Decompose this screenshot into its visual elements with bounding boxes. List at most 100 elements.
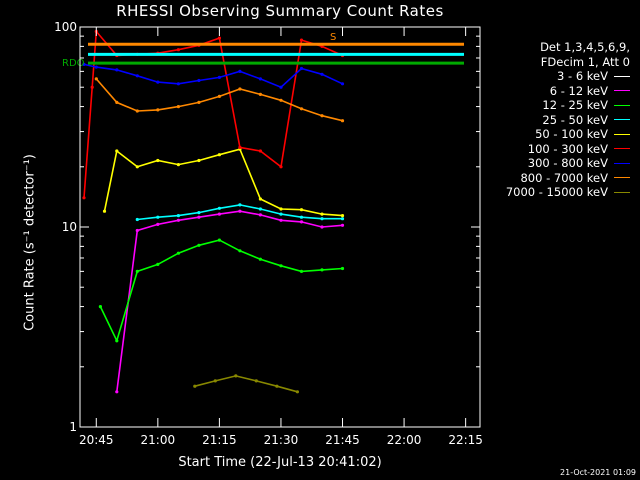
legend-swatch — [614, 148, 630, 150]
series-2-point — [156, 262, 160, 266]
legend-entry: 50 - 100 keV — [480, 127, 630, 142]
series-3-point — [238, 203, 242, 207]
x-tick-label: 21:45 — [325, 433, 360, 447]
series-7-point — [279, 98, 283, 102]
legend-label: 300 - 800 keV — [527, 156, 608, 170]
series-6-point — [258, 77, 262, 81]
series-4-point — [102, 209, 107, 213]
legend-entry: 7000 - 15000 keV — [480, 185, 630, 200]
x-tick-label: 21:00 — [141, 433, 176, 447]
series-1-point — [115, 390, 119, 394]
series-7-point — [94, 77, 98, 81]
series-3-point — [156, 215, 160, 219]
legend-header-line-2: FDecim 1, Att 0 — [540, 54, 630, 69]
timestamp: 21-Oct-2021 01:09 — [560, 468, 636, 477]
series-line-5 — [83, 29, 343, 198]
series-4-point — [299, 208, 304, 212]
series-6-point — [82, 62, 86, 66]
series-4-point — [135, 165, 139, 169]
legend-swatch — [614, 191, 630, 193]
series-4-point — [340, 214, 345, 218]
series-6-point — [299, 66, 304, 71]
series-1-point — [299, 220, 304, 224]
series-3-point — [320, 217, 324, 221]
series-1-point — [217, 212, 221, 216]
legend-entry: 6 - 12 keV — [480, 84, 630, 99]
series-7-point — [115, 100, 119, 104]
chart-title: RHESSI Observing Summary Count Rates — [116, 2, 444, 20]
series-6-point — [94, 65, 98, 69]
series-0-point — [238, 309, 242, 313]
series-2-point — [135, 269, 139, 273]
series-line-2 — [99, 239, 343, 343]
legend-swatch — [614, 104, 630, 106]
series-0-point — [279, 330, 283, 334]
legend-entry: 300 - 800 keV — [480, 156, 630, 171]
series-2-point — [217, 238, 221, 242]
series-3-point — [197, 211, 201, 215]
series-1-point — [238, 209, 242, 213]
series-5-point — [238, 145, 242, 149]
series-7-point — [135, 109, 139, 113]
series-3-point — [217, 206, 221, 210]
series-2-point — [238, 249, 242, 253]
series-7-point — [156, 108, 160, 112]
series-2-point — [197, 243, 201, 247]
series-6-point — [320, 72, 324, 76]
y-tick-label: 10 — [62, 220, 77, 234]
series-line-1 — [116, 210, 343, 392]
legend-label: 800 - 7000 keV — [520, 170, 608, 185]
series-5-point — [176, 48, 180, 52]
x-tick-label: 22:00 — [387, 433, 422, 447]
series-0-point — [299, 324, 304, 328]
x-tick-label: 20:45 — [79, 433, 114, 447]
series-2-point — [299, 269, 304, 273]
series-8-point — [295, 390, 299, 394]
series-5-point — [258, 149, 262, 153]
series-8-point — [193, 384, 197, 388]
series-3-point — [340, 217, 345, 221]
y-tick-label: 1 — [69, 420, 77, 434]
legend-swatch — [614, 75, 630, 77]
series-7-point — [238, 87, 242, 91]
legend-entry: 25 - 50 keV — [480, 113, 630, 128]
series-5-point — [299, 38, 304, 42]
series-0-point — [340, 314, 345, 318]
series-6-point — [238, 69, 242, 73]
series-3-point — [135, 217, 139, 222]
series-8-point — [213, 379, 217, 383]
x-tick-label: 21:30 — [264, 433, 299, 447]
series-1-point — [320, 225, 324, 229]
series-7-point — [217, 94, 221, 98]
series-4-point — [217, 153, 221, 157]
x-tick-label: 21:15 — [202, 433, 237, 447]
legend-label: 6 - 12 keV — [549, 83, 608, 98]
series-1-point — [340, 223, 345, 227]
legend-entry: 12 - 25 keV — [480, 98, 630, 113]
series-7-point — [197, 100, 201, 104]
series-3-point — [299, 215, 304, 219]
series-6-point — [340, 82, 345, 86]
series-4-point — [156, 158, 160, 163]
x-tick-label: 22:15 — [448, 433, 483, 447]
series-7-point — [320, 114, 324, 118]
series-4-point — [279, 207, 283, 211]
series-line-4 — [103, 148, 343, 217]
series-6-point — [156, 80, 160, 84]
series-2-point — [115, 339, 119, 343]
series-5-point — [90, 85, 94, 89]
legend-label: 50 - 100 keV — [535, 127, 608, 141]
series-0-point — [217, 314, 221, 318]
series-1-point — [279, 218, 283, 222]
x-axis-label: Start Time (22-Jul-13 20:41:02) — [178, 455, 382, 470]
legend-entry: 800 - 7000 keV — [480, 171, 630, 186]
series-0-point — [156, 336, 160, 340]
legend-header-line-1: Det 1,3,4,5,6,9, — [540, 40, 630, 54]
series-5-point — [279, 165, 283, 169]
series-2-point — [98, 305, 102, 309]
legend: Det 1,3,4,5,6,9, FDecim 1, Att 0 3 - 6 k… — [480, 40, 630, 200]
series-7-point — [258, 92, 262, 96]
y-axis-label: Count Rate (s⁻¹ detector⁻¹) — [22, 154, 38, 331]
series-1-point — [258, 213, 262, 217]
